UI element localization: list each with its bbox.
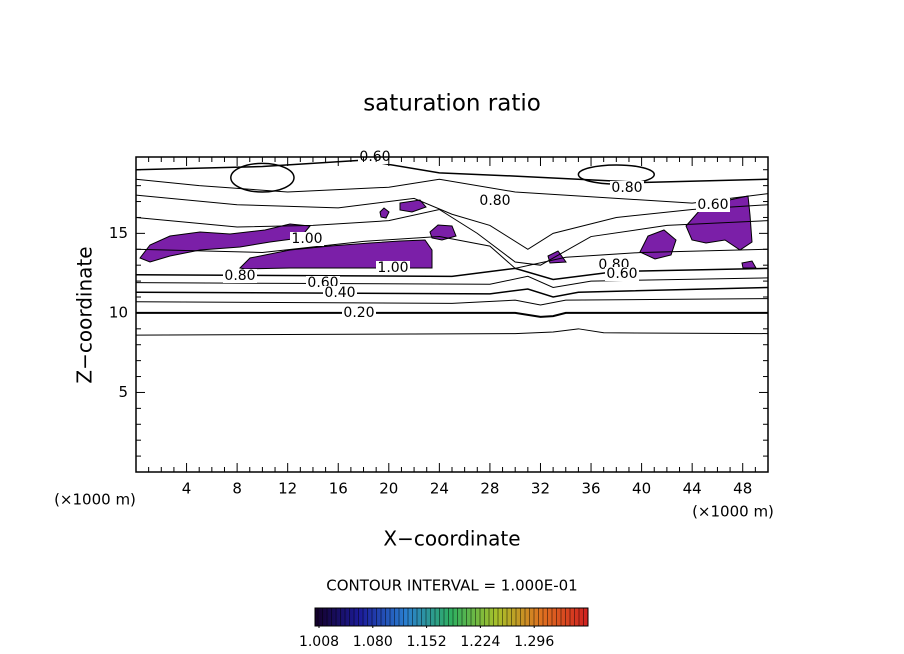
contour-line — [135, 286, 769, 298]
x-tick-label: 36 — [581, 480, 600, 498]
x-tick-label: 44 — [683, 480, 702, 498]
contour-label: 0.60 — [697, 197, 728, 213]
x-tick-label: 8 — [232, 480, 242, 498]
x-tick-label: 4 — [182, 480, 192, 498]
contour-label: 1.00 — [377, 260, 408, 276]
y-tick-label: 5 — [118, 383, 128, 401]
contour-label-bg — [223, 269, 257, 283]
contour-label-bg — [376, 261, 410, 275]
contour-label: 0.80 — [224, 268, 255, 284]
contour-label-bg — [478, 194, 512, 208]
contour-line — [135, 236, 769, 269]
colorbar-tick-label: 1.008 — [299, 634, 339, 650]
contour-label-bg — [342, 306, 376, 320]
contour-label: 0.40 — [324, 285, 355, 301]
contour-line — [135, 328, 769, 336]
x-tick-label: 12 — [278, 480, 297, 498]
contour-line — [135, 194, 769, 250]
y-axis-label: Z−coordinate — [73, 246, 97, 383]
contour-interval: CONTOUR INTERVAL = 1.000E-01 — [326, 577, 577, 595]
y-unit-label: (×1000 m) — [54, 491, 136, 509]
y-tick-label: 15 — [109, 224, 128, 242]
x-tick-label: 48 — [733, 480, 752, 498]
contour-label-bg — [290, 232, 324, 246]
x-tick-label: 20 — [379, 480, 398, 498]
x-tick-label: 32 — [531, 480, 550, 498]
contour-line — [136, 311, 768, 318]
x-unit-label: (×1000 m) — [692, 503, 774, 521]
contour-label-bg — [610, 181, 644, 195]
contour-label: 0.60 — [606, 266, 637, 282]
x-axis-label: X−coordinate — [383, 527, 520, 551]
colorbar-tick-label: 1.296 — [514, 634, 554, 650]
x-tick-label: 16 — [329, 480, 348, 498]
contour-line — [135, 267, 769, 281]
contour-label-bg — [696, 198, 730, 212]
contour-line — [135, 178, 769, 204]
x-tick-label: 24 — [430, 480, 449, 498]
contour-label: 0.20 — [343, 305, 374, 321]
x-tick-label: 40 — [632, 480, 651, 498]
chart-title: saturation ratio — [363, 91, 541, 117]
contour-label-bg — [605, 267, 639, 281]
contour-line — [230, 162, 295, 193]
supersaturated-region — [399, 199, 427, 213]
contour-label: 1.00 — [291, 231, 322, 247]
colorbar-tick-label: 1.224 — [460, 634, 500, 650]
colorbar-tick-label: 1.152 — [407, 634, 447, 650]
contour-label-bg — [323, 286, 357, 300]
colorbar-tick-label: 1.080 — [353, 634, 393, 650]
supersaturated-region — [139, 223, 311, 263]
supersaturated-region — [379, 207, 390, 219]
contour-line — [135, 208, 769, 266]
x-tick-label: 28 — [480, 480, 499, 498]
contour-label: 0.80 — [479, 193, 510, 209]
colorbar — [314, 607, 589, 627]
contour-line — [135, 298, 769, 306]
y-tick-label: 10 — [109, 303, 128, 321]
contour-label: 0.80 — [611, 180, 642, 196]
